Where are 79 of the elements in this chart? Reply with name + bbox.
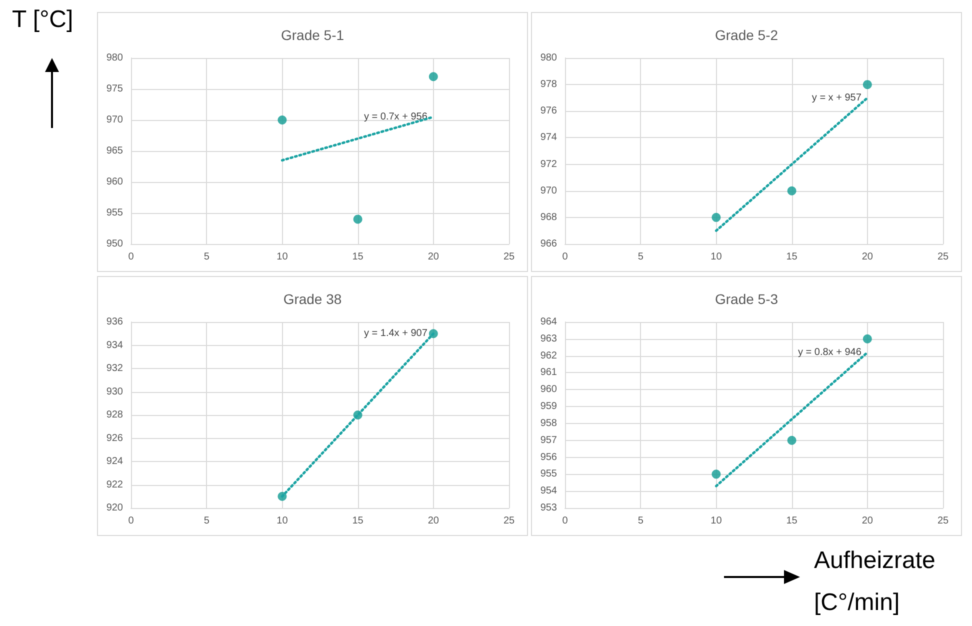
x-tick-label: 5 — [638, 252, 644, 262]
x-tick-label: 5 — [204, 516, 210, 526]
y-tick-label: 965 — [106, 146, 124, 156]
y-tick-label: 974 — [540, 132, 558, 144]
point — [278, 116, 287, 124]
y-tick-label: 926 — [106, 432, 124, 444]
x-tick-label: 0 — [128, 252, 134, 262]
y-tick-label: 964 — [540, 316, 558, 328]
annotation: y = 0.8x + 946 — [798, 346, 862, 358]
x-tick-label: 15 — [352, 516, 364, 526]
y-tick-label: 920 — [106, 502, 124, 514]
y-tick-label: 955 — [106, 208, 124, 218]
y-tick-label: 961 — [540, 367, 558, 378]
point — [787, 186, 796, 196]
y-tick-label: 928 — [106, 410, 124, 420]
y-tick-label: 980 — [540, 52, 558, 64]
chart-title: Grade 38 — [283, 291, 342, 307]
y-tick-label: 959 — [540, 401, 558, 412]
x-tick-label: 0 — [562, 516, 568, 526]
point — [787, 436, 796, 445]
point — [862, 334, 872, 344]
x-tick-label: 15 — [352, 252, 364, 262]
y-tick-label: 932 — [106, 363, 124, 374]
chart-title: Grade 5-3 — [714, 291, 778, 307]
point — [712, 212, 721, 222]
y-tick-label: 968 — [540, 212, 558, 223]
y-tick-label: 955 — [540, 468, 558, 480]
y-tick-label: 976 — [540, 106, 558, 117]
point — [712, 470, 721, 479]
point — [428, 72, 438, 82]
y-tick-label: 958 — [540, 418, 558, 429]
annotation: y = 1.4x + 907 — [364, 328, 428, 340]
chart-title: Grade 5-1 — [280, 27, 344, 43]
y-tick-label: 960 — [106, 176, 124, 188]
y-tick-label: 950 — [106, 238, 124, 250]
y-tick-label: 954 — [540, 486, 558, 497]
point — [353, 214, 362, 224]
x-tick-label: 20 — [862, 252, 874, 262]
x-tick-label: 25 — [503, 516, 515, 526]
x-tick-label: 10 — [276, 516, 288, 526]
x-tick-label: 25 — [503, 252, 515, 262]
x-tick-label: 20 — [862, 516, 874, 526]
y-tick-label: 924 — [106, 456, 124, 467]
y-tick-label: 963 — [540, 333, 558, 344]
y-tick-label: 972 — [540, 158, 558, 170]
x-tick-label: 20 — [428, 252, 440, 262]
annotation: y = 0.7x + 956 — [364, 111, 428, 122]
y-tick-label: 970 — [106, 114, 124, 126]
y-axis-title: T [°C] — [12, 6, 74, 34]
y-tick-label: 957 — [540, 434, 558, 446]
y-tick-label: 953 — [540, 502, 558, 514]
x-tick-label: 5 — [638, 516, 644, 526]
y-tick-label: 975 — [106, 84, 124, 94]
y-tick-label: 980 — [106, 52, 124, 64]
x-tick-label: 25 — [937, 516, 949, 526]
x-tick-label: 10 — [710, 516, 722, 526]
y-tick-label: 922 — [106, 479, 124, 490]
y-tick-label: 962 — [540, 350, 558, 362]
x-tick-label: 0 — [128, 516, 134, 526]
y-tick-label: 970 — [540, 185, 558, 196]
chart-title: Grade 5-2 — [714, 27, 778, 43]
y-tick-label: 978 — [540, 79, 558, 90]
x-tick-label: 25 — [937, 252, 949, 262]
y-tick-label: 936 — [106, 316, 124, 328]
x-tick-label: 15 — [786, 516, 798, 526]
y-tick-label: 956 — [540, 452, 558, 463]
y-tick-label: 930 — [106, 386, 124, 398]
x-tick-label: 10 — [276, 252, 288, 262]
x-tick-label: 10 — [710, 252, 722, 262]
x-tick-label: 0 — [562, 252, 568, 262]
y-tick-label: 966 — [540, 238, 558, 250]
x-axis-title: Aufheizrate [C°/min] — [814, 546, 936, 618]
y-tick-label: 934 — [106, 340, 124, 351]
x-tick-label: 20 — [428, 516, 440, 526]
x-tick-label: 5 — [204, 252, 210, 262]
y-tick-label: 960 — [540, 384, 558, 396]
annotation: y = x + 957 — [812, 92, 862, 104]
x-tick-label: 15 — [786, 252, 798, 262]
point — [862, 80, 872, 90]
